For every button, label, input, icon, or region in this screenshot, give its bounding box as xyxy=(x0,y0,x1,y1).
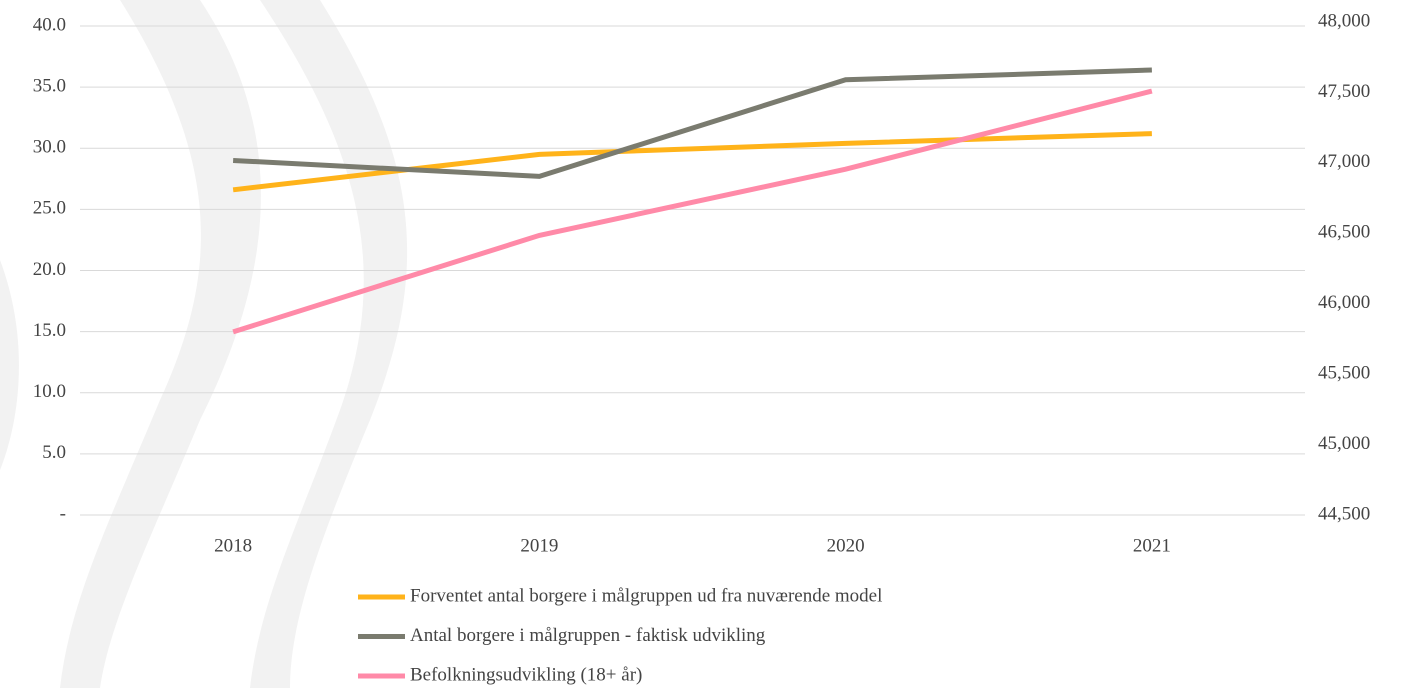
y2-tick-label: 47,000 xyxy=(1318,151,1370,172)
y2-tick-label: 46,000 xyxy=(1318,292,1370,313)
y2-tick-label: 44,500 xyxy=(1318,503,1370,524)
x-tick-label: 2019 xyxy=(520,535,558,556)
y2-tick-label: 48,000 xyxy=(1318,10,1370,31)
legend-label: Forventet antal borgere i målgruppen ud … xyxy=(410,585,882,606)
y-tick-label: 35.0 xyxy=(33,75,66,96)
y2-tick-label: 46,500 xyxy=(1318,222,1370,243)
y2-tick-label: 45,500 xyxy=(1318,363,1370,384)
x-tick-label: 2021 xyxy=(1133,535,1171,556)
y-tick-label: 30.0 xyxy=(33,137,66,158)
y2-tick-label: 47,500 xyxy=(1318,81,1370,102)
y-tick-label: 40.0 xyxy=(33,14,66,35)
y-tick-label: 15.0 xyxy=(33,320,66,341)
legend-label: Antal borgere i målgruppen - faktisk udv… xyxy=(410,625,766,646)
background-decoration xyxy=(0,0,408,688)
y-tick-label: 20.0 xyxy=(33,259,66,280)
line-series xyxy=(232,67,1152,179)
x-tick-label: 2018 xyxy=(214,535,252,556)
y-tick-label: - xyxy=(60,503,66,524)
y-tick-label: 25.0 xyxy=(33,198,66,219)
legend-label: Befolkningsudvikling (18+ år) xyxy=(410,664,642,685)
line-series xyxy=(232,131,1152,193)
y2-tick-label: 45,000 xyxy=(1318,433,1370,454)
y-tick-label: 5.0 xyxy=(42,442,66,463)
x-tick-label: 2020 xyxy=(827,535,865,556)
y-tick-label: 10.0 xyxy=(33,381,66,402)
line-series xyxy=(232,88,1153,335)
